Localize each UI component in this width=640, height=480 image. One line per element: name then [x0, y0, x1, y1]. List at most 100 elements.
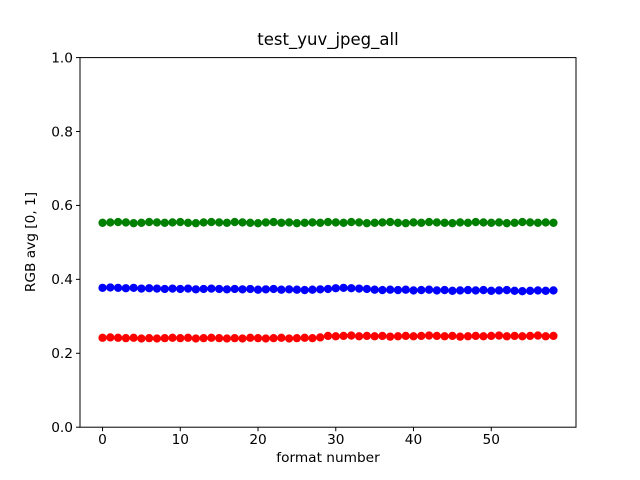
- data-point: [323, 284, 333, 294]
- data-point: [277, 218, 286, 227]
- data-point: [541, 332, 550, 341]
- data-point: [370, 285, 379, 294]
- data-point: [471, 217, 480, 227]
- y-tick-label: 0.8: [51, 124, 73, 140]
- data-point: [269, 284, 278, 294]
- data-point: [230, 333, 239, 343]
- data-point: [230, 217, 239, 227]
- chart-title: test_yuv_jpeg_all: [257, 30, 399, 49]
- data-point: [191, 219, 200, 228]
- data-point: [168, 218, 177, 227]
- data-point: [300, 333, 309, 342]
- data-point: [541, 218, 550, 227]
- data-point: [106, 333, 115, 342]
- data-point: [347, 284, 356, 293]
- data-point: [456, 286, 465, 295]
- data-point: [106, 218, 115, 227]
- data-point: [463, 332, 473, 341]
- data-point: [432, 218, 441, 227]
- data-point: [98, 333, 107, 342]
- data-point: [152, 334, 162, 343]
- data-point: [339, 218, 348, 227]
- data-point: [347, 331, 356, 340]
- data-point: [222, 334, 232, 343]
- data-point: [440, 218, 449, 227]
- data-point: [160, 218, 169, 227]
- data-point: [432, 286, 441, 295]
- y-tick-label: 0.6: [51, 198, 73, 214]
- data-point: [215, 284, 224, 294]
- data-point: [183, 284, 193, 293]
- data-point: [277, 333, 286, 342]
- x-tick-label: 50: [483, 432, 500, 448]
- data-point: [456, 218, 465, 227]
- data-point: [98, 283, 107, 293]
- data-point: [323, 331, 333, 341]
- data-point: [494, 331, 504, 340]
- data-point: [424, 285, 434, 294]
- data-point: [238, 334, 247, 343]
- data-point: [246, 218, 255, 227]
- data-point: [113, 283, 123, 293]
- data-point: [183, 333, 193, 342]
- data-point: [137, 218, 146, 227]
- data-point: [386, 217, 395, 227]
- data-point: [409, 286, 418, 295]
- data-point: [533, 331, 543, 340]
- data-point: [448, 331, 457, 341]
- data-point: [246, 284, 255, 294]
- data-point: [417, 285, 426, 295]
- y-tick-label: 0.0: [51, 420, 73, 436]
- data-point: [518, 217, 527, 227]
- data-point: [409, 218, 418, 227]
- data-point: [479, 332, 488, 341]
- data-point: [386, 332, 395, 341]
- data-point: [308, 218, 317, 227]
- data-point: [331, 332, 340, 341]
- data-point: [502, 285, 511, 295]
- data-point: [137, 334, 146, 343]
- data-point: [370, 218, 379, 227]
- data-point: [168, 333, 177, 342]
- data-point: [113, 217, 123, 227]
- data-point: [183, 218, 193, 227]
- data-point: [191, 285, 200, 294]
- data-point: [176, 284, 185, 294]
- data-point: [253, 285, 263, 294]
- data-point: [487, 218, 496, 227]
- data-point: [222, 218, 232, 227]
- x-tick-label: 40: [405, 432, 422, 448]
- data-point: [129, 283, 138, 293]
- data-point: [269, 333, 278, 343]
- data-point: [440, 332, 449, 341]
- data-point: [347, 217, 356, 227]
- y-tick-label: 1.0: [51, 50, 73, 66]
- data-point: [292, 219, 302, 228]
- data-point: [284, 285, 294, 294]
- data-point: [106, 283, 115, 292]
- data-point: [238, 285, 247, 294]
- data-point: [207, 333, 216, 342]
- data-point: [378, 331, 387, 341]
- data-point: [549, 218, 558, 227]
- data-point: [246, 333, 255, 342]
- data-point: [518, 287, 527, 296]
- data-point: [401, 285, 410, 294]
- data-point: [253, 219, 263, 228]
- data-point: [176, 333, 185, 343]
- data-point: [471, 286, 480, 295]
- data-point: [199, 333, 208, 343]
- data-point: [222, 285, 232, 294]
- data-point: [191, 334, 200, 343]
- data-point: [386, 285, 395, 294]
- data-point: [510, 331, 519, 341]
- data-point: [284, 218, 294, 227]
- data-point: [160, 284, 169, 294]
- data-point: [518, 332, 527, 341]
- data-point: [261, 218, 270, 227]
- data-point: [487, 286, 496, 295]
- data-point: [409, 332, 418, 341]
- data-point: [432, 331, 441, 341]
- data-point: [145, 217, 154, 227]
